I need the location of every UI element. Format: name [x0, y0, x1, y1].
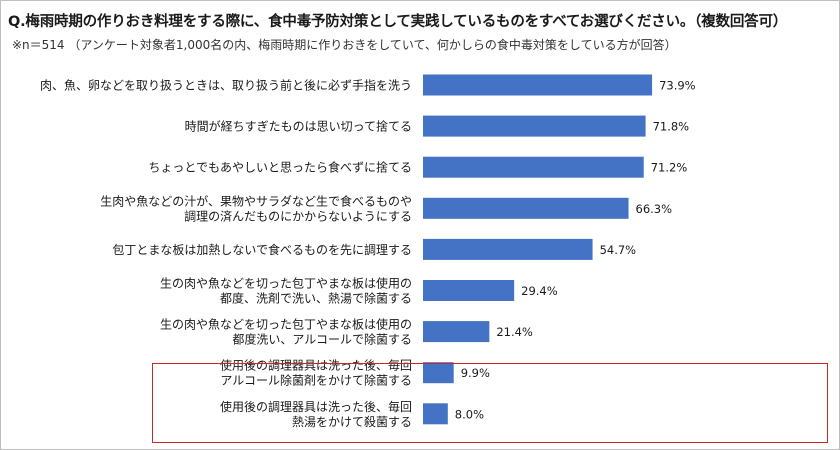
category-label-8-line-1: 熱湯をかけて殺菌する: [292, 415, 412, 429]
category-label-1-line-0: 時間が経ちすぎたものは思い切って捨てる: [185, 119, 412, 134]
value-label-2: 71.2%: [651, 161, 688, 175]
highlight-box: [152, 363, 828, 443]
category-label-0-line-0: 肉、魚、卵などを取り扱うときは、取り扱う前と後に必ず手指を洗う: [40, 78, 412, 93]
chart-title: Q.梅雨時期の作りおき料理をする際に、食中毒予防対策として実践しているものをすべ…: [8, 14, 788, 30]
category-label-3-line-0: 生肉や魚などの汁が、果物やサラダなど生で食べるものや: [100, 193, 412, 208]
value-label-0: 73.9%: [659, 79, 696, 93]
bar-3: [423, 197, 629, 219]
category-label-5-line-0: 生の肉や魚などを切った包丁やまな板は使用の: [160, 276, 412, 291]
category-label-2-line-0: ちょっとでもあやしいと思ったら食べずに捨てる: [148, 160, 412, 175]
bar-6: [423, 321, 490, 343]
bar-5: [423, 280, 515, 301]
value-label-8: 8.0%: [455, 407, 484, 421]
category-label-3-line-1: 調理の済んだものにかからないようにする: [184, 208, 412, 223]
category-label-6-line-0: 生の肉や魚などを切った包丁やまな板は使用の: [160, 317, 412, 332]
bar-4: [423, 238, 593, 260]
bar-2: [423, 156, 644, 178]
value-label-6: 21.4%: [496, 325, 533, 339]
value-label-3: 66.3%: [636, 202, 673, 216]
value-label-7: 9.9%: [461, 366, 490, 380]
category-label-4-line-0: 包丁とまな板は加熱しないで食べるものを先に調理する: [112, 242, 412, 257]
bar-0: [423, 74, 653, 96]
bar-7: [423, 362, 454, 384]
category-label-6-line-1: 都度洗い、アルコールで除菌する: [232, 332, 412, 347]
category-label-7-line-1: アルコール除菌剤をかけて除菌する: [220, 373, 412, 388]
category-label-8-line-0: 使用後の調理器具は洗った後、毎回: [220, 399, 412, 414]
chart-subtitle: ※n＝514 （アンケート対象者1,000名の内、梅雨時期に作りおきをしていて、…: [12, 38, 677, 52]
bar-8: [423, 403, 448, 425]
value-label-4: 54.7%: [600, 243, 637, 257]
value-label-5: 29.4%: [521, 284, 558, 298]
bar-1: [423, 115, 646, 137]
value-label-1: 71.8%: [653, 120, 690, 134]
category-label-5-line-1: 都度、洗剤で洗い、熱湯で除菌する: [220, 291, 412, 306]
category-label-7-line-0: 使用後の調理器具は洗った後、毎回: [220, 358, 412, 373]
